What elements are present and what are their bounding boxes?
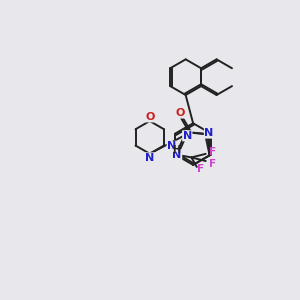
Text: F: F [209,147,216,157]
Text: N: N [183,131,192,141]
Text: N: N [145,153,154,163]
Text: O: O [145,112,154,122]
Text: O: O [176,108,185,118]
Text: H: H [172,145,181,155]
Text: N: N [172,150,182,160]
Text: F: F [197,164,205,174]
Text: F: F [209,159,216,169]
Text: N: N [204,128,214,138]
Text: N: N [167,141,176,151]
